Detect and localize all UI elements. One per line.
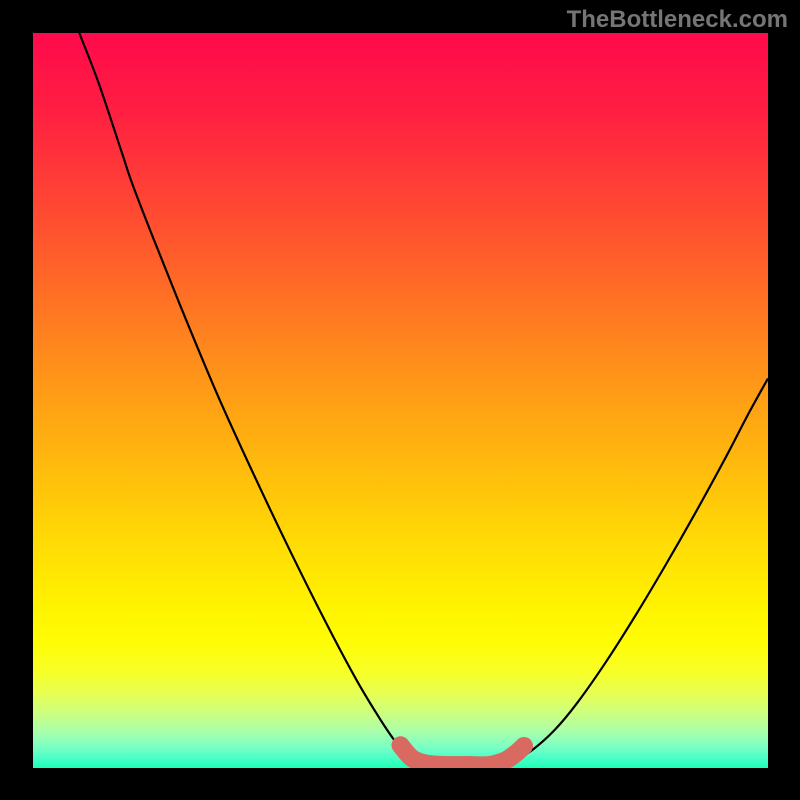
chart-container: TheBottleneck.com (0, 0, 800, 800)
watermark-text: TheBottleneck.com (567, 6, 788, 34)
bottleneck-chart (0, 0, 800, 800)
gradient-background (33, 33, 768, 768)
